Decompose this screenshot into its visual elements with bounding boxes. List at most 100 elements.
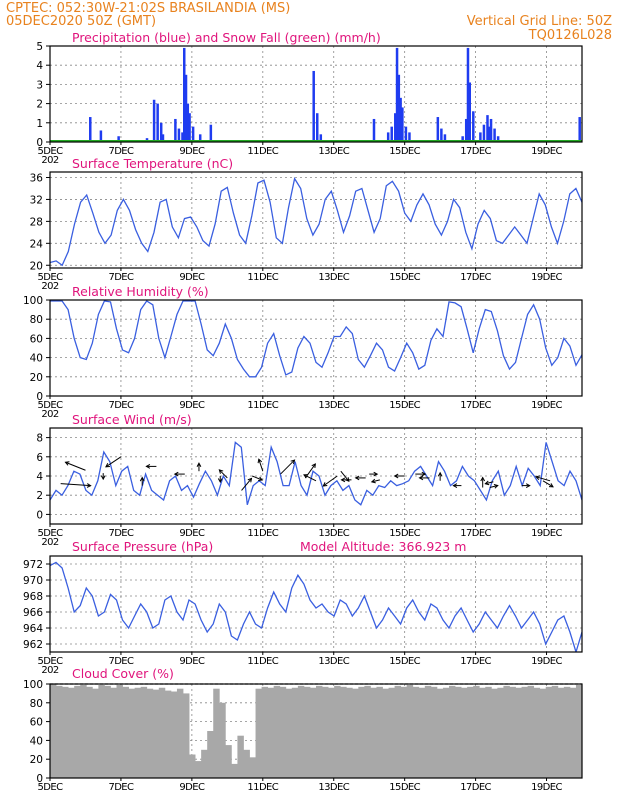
x-tick-label: 7DEC xyxy=(108,400,134,411)
precip-bar xyxy=(198,134,202,142)
wind-vector-arrow xyxy=(241,477,253,491)
pressure-series-line xyxy=(50,561,582,652)
wind-vector-arrow xyxy=(257,458,264,472)
precip-panel: 0 1 2 3 4 5 5DEC 7DEC 9DEC 11DEC 13DEC 15DEC 17DEC 19… xyxy=(36,30,583,166)
wind-vector-arrow xyxy=(535,475,551,482)
precip-bar xyxy=(464,118,468,142)
precip-bar xyxy=(489,118,493,142)
temp-title: Surface Temperature (nC) xyxy=(72,156,233,171)
precip-bar xyxy=(174,118,177,142)
cloud-bar xyxy=(98,684,105,778)
cloud-bar xyxy=(92,688,99,778)
x-tick-label: 9DEC xyxy=(179,272,205,283)
x-tick-label: 19DEC xyxy=(531,400,562,411)
precip-bar xyxy=(316,113,319,142)
cloud-bar xyxy=(279,686,287,778)
y-tick-label: 8 xyxy=(36,433,43,445)
x-year-label: 202 xyxy=(41,537,59,548)
x-tick-label: 9DEC xyxy=(179,146,205,157)
y-tick-label: 966 xyxy=(23,607,43,619)
precip-bar xyxy=(479,132,482,142)
cloud-title: Cloud Cover (%) xyxy=(72,666,174,681)
precip-bar xyxy=(177,128,181,142)
wind-vector-arrow xyxy=(418,475,430,481)
cloud-bar xyxy=(243,749,250,778)
cloud-bar xyxy=(316,685,323,778)
cloud-bar xyxy=(358,686,365,778)
x-tick-label: 15DEC xyxy=(389,146,420,157)
wind-vector-arrow xyxy=(105,456,122,468)
y-tick-label: 962 xyxy=(23,639,43,651)
y-tick-label: 100 xyxy=(23,679,43,691)
precip-bar xyxy=(117,136,120,142)
precip-bar xyxy=(156,103,159,142)
cloud-bar xyxy=(527,685,535,778)
y-tick-label: 40 xyxy=(30,353,43,365)
y-tick-label: 20 xyxy=(30,372,43,384)
x-tick-label: 7DEC xyxy=(108,656,134,667)
wind-vector-arrow xyxy=(145,464,157,469)
x-tick-label: 19DEC xyxy=(531,782,562,793)
cloud-bar xyxy=(418,687,426,778)
precip-bar xyxy=(397,74,401,142)
cloud-bar xyxy=(382,688,389,778)
wind-vector-arrow xyxy=(521,483,531,488)
y-tick-label: 972 xyxy=(23,559,43,571)
wind-vector-arrow xyxy=(303,474,317,482)
x-year-label: 202 xyxy=(41,665,59,676)
y-tick-label: 2 xyxy=(36,490,43,502)
y-tick-label: 60 xyxy=(30,333,43,345)
wind-vector-arrow xyxy=(542,480,554,488)
precip-bar xyxy=(486,115,489,142)
cloud-bar xyxy=(255,688,262,778)
model-code: TQ0126L028 xyxy=(528,28,612,43)
y-tick-label: 1 xyxy=(36,118,43,130)
wind-vector-arrow xyxy=(173,471,185,477)
cloud-bar xyxy=(50,684,57,778)
precip-bar xyxy=(181,132,184,142)
cloud-bar xyxy=(533,687,541,778)
cloud-bar xyxy=(183,693,190,778)
y-tick-label: 968 xyxy=(23,591,43,603)
wind-vector-arrow xyxy=(370,478,380,484)
cloud-bar xyxy=(249,757,256,778)
precip-bar xyxy=(488,126,491,142)
cloud-bar xyxy=(479,687,486,778)
x-tick-label: 11DEC xyxy=(247,272,278,283)
cloud-bar xyxy=(388,687,395,778)
cloud-bar xyxy=(364,685,371,778)
cloud-bar xyxy=(158,687,166,778)
x-tick-label: 15DEC xyxy=(389,782,420,793)
cloud-bar xyxy=(455,686,462,778)
y-tick-label: 0 xyxy=(36,509,43,521)
precip-bar xyxy=(186,103,190,142)
wind-vector-arrow xyxy=(437,471,443,481)
precip-bar xyxy=(493,128,496,142)
x-tick-label: 15DEC xyxy=(389,400,420,411)
precip-bar xyxy=(395,47,399,142)
x-tick-label: 15DEC xyxy=(389,272,420,283)
cloud-bar xyxy=(406,684,414,778)
y-tick-label: 3 xyxy=(36,79,43,91)
x-tick-label: 17DEC xyxy=(460,782,491,793)
x-tick-label: 13DEC xyxy=(318,272,349,283)
rh-panel: 0 20 40 60 80 100 5DEC 7DEC 9DEC 11DEC 13DEC 15DEC 1… xyxy=(23,284,583,420)
cloud-bar xyxy=(491,688,498,778)
precip-title: Precipitation (blue) and Snow Fall (gree… xyxy=(72,30,381,45)
y-tick-label: 0 xyxy=(36,391,43,403)
precip-bar xyxy=(319,134,323,142)
cloud-bar xyxy=(273,685,281,778)
cloud-bar xyxy=(352,688,359,778)
cloud-bar xyxy=(74,685,81,778)
cloud-bar xyxy=(285,688,293,778)
precip-bar xyxy=(440,128,443,142)
wind-vector-arrow xyxy=(60,483,92,488)
x-tick-label: 9DEC xyxy=(179,400,205,411)
cloud-bar xyxy=(575,684,583,778)
precip-bar xyxy=(578,117,581,142)
cloud-frame xyxy=(49,683,583,779)
wind-panel: 0 2 4 6 8 5DEC 7DEC 9DEC 11DEC 13DEC 15DEC 17DEC 19D… xyxy=(36,412,583,548)
x-tick-label: 5DEC xyxy=(38,400,64,411)
cloud-bar xyxy=(261,686,269,778)
y-tick-label: 100 xyxy=(23,295,43,307)
